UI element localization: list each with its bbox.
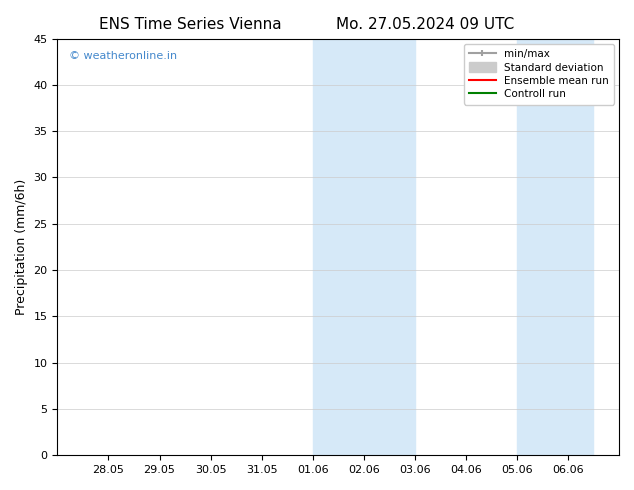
Text: ENS Time Series Vienna: ENS Time Series Vienna [99, 17, 281, 32]
Legend: min/max, Standard deviation, Ensemble mean run, Controll run: min/max, Standard deviation, Ensemble me… [464, 44, 614, 104]
Bar [313, 39, 415, 455]
Text: Mo. 27.05.2024 09 UTC: Mo. 27.05.2024 09 UTC [335, 17, 514, 32]
Bar [517, 39, 593, 455]
Text: © weatheronline.in: © weatheronline.in [68, 51, 177, 61]
Y-axis label: Precipitation (mm/6h): Precipitation (mm/6h) [15, 179, 28, 315]
